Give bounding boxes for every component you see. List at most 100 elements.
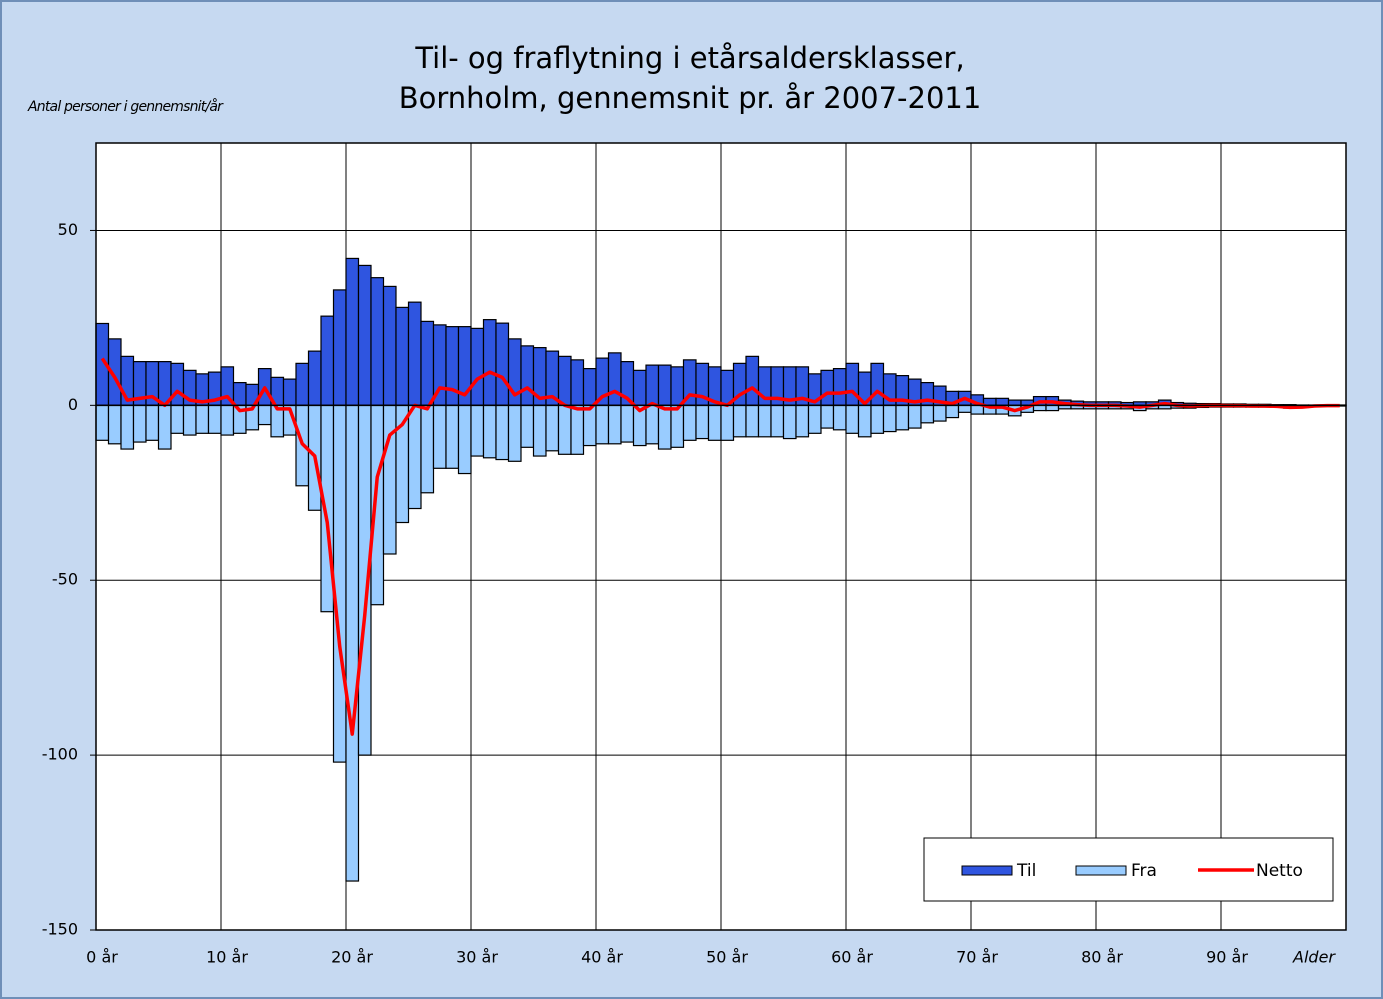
y-tick-label: 50: [58, 220, 78, 239]
x-tick-label: 0 år: [86, 948, 118, 967]
bar: [907, 404, 922, 429]
bar: [645, 404, 660, 445]
bar: [632, 369, 647, 406]
bar: [995, 397, 1010, 406]
bar: [507, 404, 522, 462]
bar: [807, 404, 822, 434]
bar: [170, 404, 185, 434]
bar: [707, 404, 722, 441]
chart-title: Bornholm, gennemsnit pr. år 2007-2011: [399, 81, 982, 115]
bar: [495, 404, 510, 461]
bar: [895, 404, 910, 431]
bar: [195, 404, 210, 434]
bar: [832, 404, 847, 431]
bar: [232, 381, 247, 406]
bar: [332, 404, 347, 763]
bar: [695, 404, 710, 440]
bar: [845, 404, 860, 434]
bar: [870, 362, 885, 406]
bar: [382, 285, 397, 406]
bar: [307, 350, 322, 406]
bar: [357, 264, 372, 406]
bar: [207, 404, 222, 434]
bar: [720, 404, 735, 441]
legend-label: Fra: [1131, 861, 1157, 881]
bar: [595, 404, 610, 445]
bar: [532, 404, 547, 457]
y-axis-label: Antal personer i gennemsnit/år: [27, 98, 224, 115]
bar: [520, 404, 535, 448]
bar: [832, 368, 847, 406]
bar: [782, 404, 797, 440]
bar: [607, 352, 622, 406]
bar: [932, 404, 947, 422]
x-tick-label: 30 år: [456, 948, 498, 967]
y-tick-label: -50: [52, 570, 78, 589]
bar: [170, 362, 185, 406]
bar: [945, 404, 960, 419]
x-tick-label: 20 år: [331, 948, 373, 967]
y-tick-label: -100: [42, 745, 78, 764]
bar: [182, 404, 197, 436]
bar: [557, 355, 572, 406]
bar: [645, 364, 660, 406]
x-tick-label: 40 år: [581, 948, 623, 967]
x-tick-label: 60 år: [831, 948, 873, 967]
legend-label: Til: [1016, 861, 1036, 881]
bar: [670, 404, 685, 448]
legend-swatch: [1075, 865, 1127, 876]
x-tick-label: 80 år: [1081, 948, 1123, 967]
bar: [657, 364, 672, 406]
bar: [620, 404, 635, 443]
bar: [570, 359, 585, 406]
plot-border: [95, 142, 1347, 931]
bar: [95, 404, 110, 441]
bar: [395, 306, 410, 406]
line: [100, 357, 1340, 736]
bar: [682, 404, 697, 441]
bar: [445, 404, 460, 469]
bar: [845, 362, 860, 406]
bar: [120, 404, 135, 450]
x-tick-label: 10 år: [206, 948, 248, 967]
legend: Til Fra Netto: [923, 837, 1334, 902]
bar: [520, 345, 535, 406]
bar: [470, 404, 485, 457]
bar: [745, 355, 760, 406]
bar: [732, 404, 747, 438]
bar: [482, 319, 497, 406]
bar: [582, 368, 597, 406]
bar: [470, 327, 485, 406]
bar: [445, 326, 460, 406]
bar: [282, 378, 297, 406]
bar: [820, 369, 835, 406]
bar: [670, 366, 685, 406]
legend-swatch: [961, 865, 1013, 876]
bar: [582, 404, 597, 447]
bar: [145, 404, 160, 441]
bar: [957, 404, 972, 413]
legend-label: Netto: [1256, 861, 1303, 881]
bar: [745, 404, 760, 438]
bar: [220, 404, 235, 436]
bar: [407, 301, 422, 406]
bar: [657, 404, 672, 450]
bar: [1032, 404, 1047, 412]
bar: [432, 404, 447, 469]
bar: [457, 404, 472, 475]
bar: [820, 404, 835, 429]
bar: [332, 289, 347, 406]
bar: [157, 404, 172, 450]
x-axis-label: Alder: [1292, 948, 1336, 967]
x-tick-label: 90 år: [1206, 948, 1248, 967]
bar: [257, 404, 272, 426]
bar: [382, 404, 397, 555]
bar: [557, 404, 572, 455]
bar: [107, 404, 122, 445]
y-tick-label: 0: [68, 395, 78, 414]
bar: [545, 404, 560, 452]
bar: [857, 404, 872, 438]
bar: [1045, 404, 1060, 412]
bar: [870, 404, 885, 434]
